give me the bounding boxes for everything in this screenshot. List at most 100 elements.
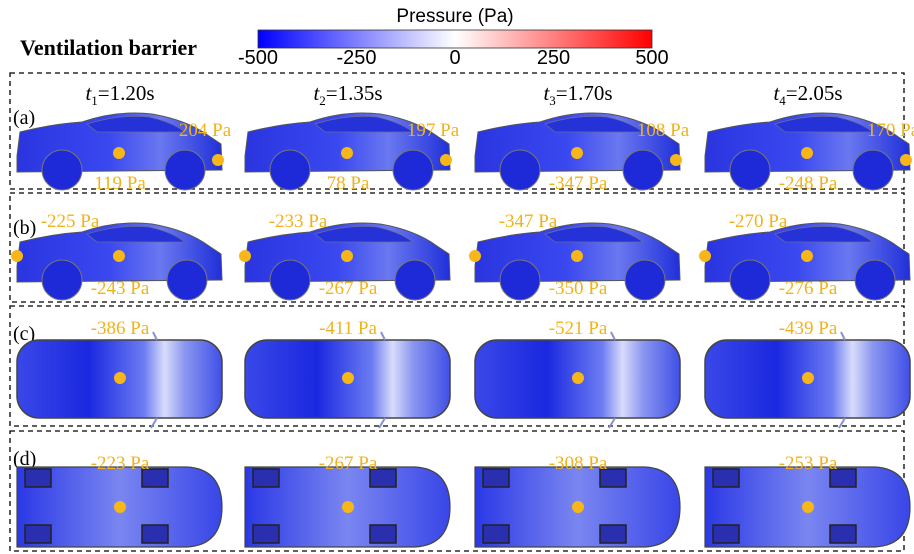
time-value: =1.70s — [556, 81, 613, 105]
car-window — [544, 115, 645, 133]
time-label: t4=2.05s — [773, 81, 842, 108]
time-label: t1=1.20s — [85, 81, 154, 108]
wheel — [164, 149, 206, 191]
wheel-well — [829, 524, 857, 544]
pressure-label: -270 Pa — [729, 211, 788, 232]
probe-point — [114, 372, 126, 384]
colorbar-tick-label: -250 — [336, 47, 376, 69]
car-window — [544, 225, 645, 243]
car-window — [314, 225, 415, 243]
probe-point — [11, 250, 23, 262]
wheel-well — [252, 468, 280, 488]
car-window — [774, 225, 875, 243]
row-label: (d) — [13, 448, 36, 470]
wheel-well — [712, 468, 740, 488]
wheel — [269, 149, 311, 191]
time-symbol: t — [85, 81, 92, 105]
pressure-label: 108 Pa — [637, 120, 690, 141]
time-subscript: 2 — [319, 93, 326, 108]
wheel-well — [712, 524, 740, 544]
panel: -411 Pa — [244, 318, 451, 429]
probe-point — [801, 250, 813, 262]
wheel — [41, 259, 83, 301]
panel: -270 Pa -276 Pa — [699, 211, 911, 301]
panel: -386 Pa — [16, 318, 223, 429]
colorbar-tick-label: 250 — [537, 47, 570, 69]
probe-point — [342, 372, 354, 384]
wheel-well — [252, 524, 280, 544]
probe-point — [900, 154, 912, 166]
mirror — [150, 331, 158, 429]
pressure-label: 170 Pa — [867, 120, 914, 141]
wheel — [729, 259, 771, 301]
panel: -267 Pa — [244, 453, 451, 548]
pressure-label: -267 Pa — [319, 453, 378, 474]
colorbar-tick-label: 500 — [635, 47, 668, 69]
colorbar-label: Pressure (Pa) — [396, 6, 513, 27]
pressure-label: -243 Pa — [91, 278, 150, 299]
panel: 204 Pa 119 Pa — [16, 112, 232, 194]
mirror — [838, 331, 846, 429]
time-subscript: 4 — [779, 93, 786, 108]
pressure-label: -248 Pa — [779, 173, 838, 194]
car-window — [314, 115, 415, 133]
car-window — [86, 115, 187, 133]
wheel — [499, 259, 541, 301]
pressure-label: 197 Pa — [407, 120, 460, 141]
pressure-label: -276 Pa — [779, 278, 838, 299]
pressure-label: -386 Pa — [91, 318, 150, 339]
wheel-well — [141, 468, 169, 488]
probe-point — [114, 501, 126, 513]
probe-point — [212, 154, 224, 166]
probe-point — [572, 501, 584, 513]
pressure-label: -233 Pa — [269, 211, 328, 232]
panel: -233 Pa -267 Pa — [239, 211, 451, 301]
time-label: t3=1.70s — [543, 81, 612, 108]
wheel-well — [482, 468, 510, 488]
time-symbol: t — [543, 81, 550, 105]
mirror — [378, 331, 386, 429]
time-symbol: t — [773, 81, 780, 105]
pressure-label: -253 Pa — [779, 453, 838, 474]
probe-point — [802, 501, 814, 513]
pressure-label: -223 Pa — [91, 453, 150, 474]
wheel — [269, 259, 311, 301]
pressure-label: -350 Pa — [549, 278, 608, 299]
time-label: t2=1.35s — [313, 81, 382, 108]
colorbar-tick-label: 0 — [449, 47, 460, 69]
probe-point — [469, 250, 481, 262]
wheel — [499, 149, 541, 191]
probe-point — [239, 250, 251, 262]
car-window — [774, 115, 875, 133]
figure-title: Ventilation barrier — [20, 35, 197, 60]
panel: -308 Pa — [474, 453, 681, 548]
wheel — [729, 149, 771, 191]
wheel-well — [599, 468, 627, 488]
time-subscript: 1 — [91, 93, 98, 108]
wheel-well — [599, 524, 627, 544]
probe-point — [571, 250, 583, 262]
panel: -253 Pa — [704, 453, 911, 548]
row-label: (b) — [13, 217, 36, 239]
panel: -225 Pa -243 Pa — [11, 211, 223, 301]
car-window — [86, 225, 187, 243]
time-symbol: t — [313, 81, 320, 105]
time-subscript: 3 — [549, 93, 556, 108]
pressure-label: 119 Pa — [94, 173, 146, 194]
wheel — [624, 259, 666, 301]
pressure-label: -411 Pa — [319, 318, 377, 339]
probe-point — [113, 250, 125, 262]
time-value: =1.20s — [98, 81, 155, 105]
pressure-label: -521 Pa — [549, 318, 608, 339]
panel: -223 Pa — [16, 453, 223, 548]
panel: -439 Pa — [704, 318, 911, 429]
pressure-label: -267 Pa — [319, 278, 378, 299]
wheel-well — [369, 524, 397, 544]
wheel-well — [141, 524, 169, 544]
pressure-label: -308 Pa — [549, 453, 608, 474]
wheel-well — [24, 524, 52, 544]
pressure-label: 78 Pa — [327, 173, 370, 194]
colorbar — [257, 29, 653, 49]
wheel — [166, 259, 208, 301]
